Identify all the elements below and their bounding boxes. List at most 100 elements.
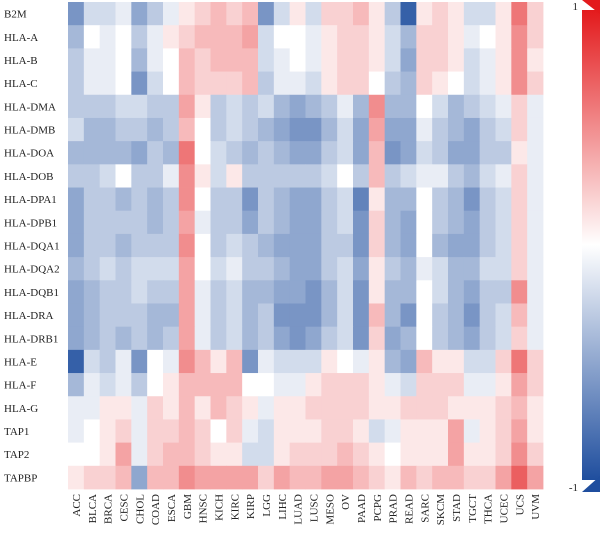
heatmap-cell-HLA-DQB1-UVM: [527, 280, 544, 304]
heatmap-cell-TAP1-LUSC: [305, 419, 322, 444]
heatmap-cell-TAP1-THCA: [479, 419, 496, 444]
heatmap-cell-TAP2-GBM: [178, 442, 196, 467]
heatmap-cell-B2M-PAAD: [353, 2, 370, 26]
heatmap-cell-HLA-E-PRAD: [384, 349, 401, 374]
heatmap-cell-HLA-E-HNSC: [194, 349, 211, 374]
heatmap-cell-TAP1-CHOL: [131, 419, 148, 444]
heatmap-cell-B2M-READ: [400, 2, 417, 26]
heatmap-cell-HLA-DPB1-OV: [337, 210, 354, 235]
heatmap-cell-HLA-DOB-TGCT: [463, 164, 481, 188]
heatmap-cell-HLA-DRB1-HNSC: [194, 326, 211, 351]
heatmap-cell-B2M-LIHC: [273, 2, 291, 26]
row-label: HLA-G: [4, 403, 38, 415]
colorbar-tick-min: -1: [569, 482, 578, 494]
heatmap-cell-HLA-DOA-READ: [400, 141, 417, 165]
colorbar-tick-max: 1: [573, 1, 579, 13]
row-label: HLA-F: [4, 380, 36, 392]
heatmap-cell-HLA-A-OV: [337, 25, 354, 49]
heatmap-cell-TAPBP-MESO: [321, 465, 338, 490]
heatmap-cell-HLA-DOB-LIHC: [273, 164, 291, 188]
heatmap-cell-HLA-G-COAD: [147, 396, 164, 420]
heatmap-cell-B2M-LUAD: [289, 2, 306, 26]
heatmap-cell-HLA-G-BLCA: [83, 396, 101, 420]
row-label: HLA-E: [4, 357, 37, 369]
heatmap-cell-HLA-G-LGG: [258, 396, 275, 420]
heatmap-cell-HLA-DPA1-SARC: [416, 187, 433, 212]
heatmap-cell-HLA-G-STAD: [448, 396, 465, 420]
heatmap-cell-HLA-DOA-TGCT: [463, 141, 481, 165]
heatmap-cell-TAPBP-ACC: [68, 465, 85, 490]
heatmap-cell-HLA-DOB-KICH: [210, 164, 227, 188]
heatmap-cell-HLA-DQA1-READ: [400, 233, 417, 258]
heatmap-cell-HLA-DRB1-CHOL: [131, 326, 148, 351]
heatmap-cell-B2M-KIRC: [226, 2, 243, 26]
heatmap-cell-HLA-B-ESCA: [163, 48, 180, 72]
heatmap-cell-HLA-DRA-LUAD: [289, 303, 306, 328]
heatmap-cell-TAP2-KIRC: [226, 442, 243, 467]
heatmap-cell-HLA-B-HNSC: [194, 48, 211, 72]
heatmap-cell-HLA-F-SARC: [416, 373, 433, 397]
heatmap-cell-HLA-DRA-PCPG: [368, 303, 386, 328]
heatmap-cell-HLA-DQB1-READ: [400, 280, 417, 304]
heatmap-cell-HLA-B-UCEC: [495, 48, 512, 72]
heatmap-cell-HLA-DQA2-LUAD: [289, 257, 306, 281]
heatmap-cell-HLA-F-SKCM: [432, 373, 449, 397]
heatmap-cell-HLA-DOA-SARC: [416, 141, 433, 165]
row-label: TAP2: [4, 449, 29, 461]
heatmap-cell-HLA-DPA1-LIHC: [273, 187, 291, 212]
heatmap-cell-HLA-C-OV: [337, 71, 354, 96]
heatmap-cell-HLA-C-CHOL: [131, 71, 148, 96]
heatmap-cell-HLA-F-STAD: [448, 373, 465, 397]
heatmap-cell-HLA-F-LIHC: [273, 373, 291, 397]
heatmap-cell-HLA-DQA1-PRAD: [384, 233, 401, 258]
heatmap-cell-HLA-G-CESC: [115, 396, 132, 420]
heatmap-cell-HLA-DMA-KICH: [210, 94, 227, 119]
heatmap-cell-TAP1-LUAD: [289, 419, 306, 444]
heatmap-cell-TAP2-UCEC: [495, 442, 512, 467]
heatmap-cell-HLA-DMA-THCA: [479, 94, 496, 119]
heatmap-cell-HLA-F-UVM: [527, 373, 544, 397]
heatmap-cell-HLA-DQB1-ACC: [68, 280, 85, 304]
heatmap-cell-HLA-DMB-LIHC: [273, 117, 291, 142]
heatmap-cell-HLA-DMB-GBM: [178, 117, 196, 142]
heatmap-cell-HLA-G-HNSC: [194, 396, 211, 420]
heatmap-cell-HLA-DMA-LUAD: [289, 94, 306, 119]
heatmap-cell-HLA-DOB-COAD: [147, 164, 164, 188]
heatmap-cell-HLA-DRA-KIRC: [226, 303, 243, 328]
heatmap-cell-HLA-DQB1-OV: [337, 280, 354, 304]
heatmap-cell-HLA-F-UCEC: [495, 373, 512, 397]
heatmap-cell-HLA-DMA-KIRC: [226, 94, 243, 119]
colorbar-top-arrow-icon: [582, 0, 600, 14]
heatmap-cell-HLA-DQA2-LIHC: [273, 257, 291, 281]
heatmap-cell-HLA-DPB1-GBM: [178, 210, 196, 235]
heatmap-cell-HLA-DQA1-MESO: [321, 233, 338, 258]
heatmap-cell-TAP2-LUSC: [305, 442, 322, 467]
heatmap-cell-HLA-A-GBM: [178, 25, 196, 49]
heatmap-cell-HLA-DPA1-BRCA: [99, 187, 116, 212]
heatmap-cell-HLA-DQB1-SKCM: [432, 280, 449, 304]
heatmap-cell-HLA-DMA-BRCA: [99, 94, 116, 119]
heatmap-cell-HLA-DPA1-HNSC: [194, 187, 211, 212]
column-label: COAD: [150, 494, 162, 525]
heatmap-cell-HLA-DRA-KICH: [210, 303, 227, 328]
column-label: READ: [403, 494, 415, 524]
heatmap-cell-HLA-DRA-READ: [400, 303, 417, 328]
heatmap-cell-TAPBP-ESCA: [163, 465, 180, 490]
heatmap-cell-TAP1-COAD: [147, 419, 164, 444]
heatmap-cell-HLA-DMA-ACC: [68, 94, 85, 119]
heatmap-cell-HLA-B-SARC: [416, 48, 433, 72]
heatmap-cell-HLA-DQA2-ACC: [68, 257, 85, 281]
heatmap-cell-HLA-E-MESO: [321, 349, 338, 374]
heatmap-cell-HLA-A-ACC: [68, 25, 85, 49]
heatmap-cell-TAP2-ACC: [68, 442, 85, 467]
heatmap-cell-HLA-DMB-ESCA: [163, 117, 180, 142]
heatmap-cell-HLA-DRB1-UVM: [527, 326, 544, 351]
heatmap-cell-TAP1-LGG: [258, 419, 275, 444]
heatmap-cell-B2M-MESO: [321, 2, 338, 26]
heatmap-cell-HLA-DQB1-PAAD: [353, 280, 370, 304]
heatmap-cell-HLA-DQB1-UCS: [511, 280, 528, 304]
heatmap-cell-HLA-C-UCEC: [495, 71, 512, 96]
heatmap-cell-HLA-C-KICH: [210, 71, 227, 96]
heatmap-cell-HLA-F-PAAD: [353, 373, 370, 397]
heatmap-cell-TAPBP-TGCT: [463, 465, 481, 490]
